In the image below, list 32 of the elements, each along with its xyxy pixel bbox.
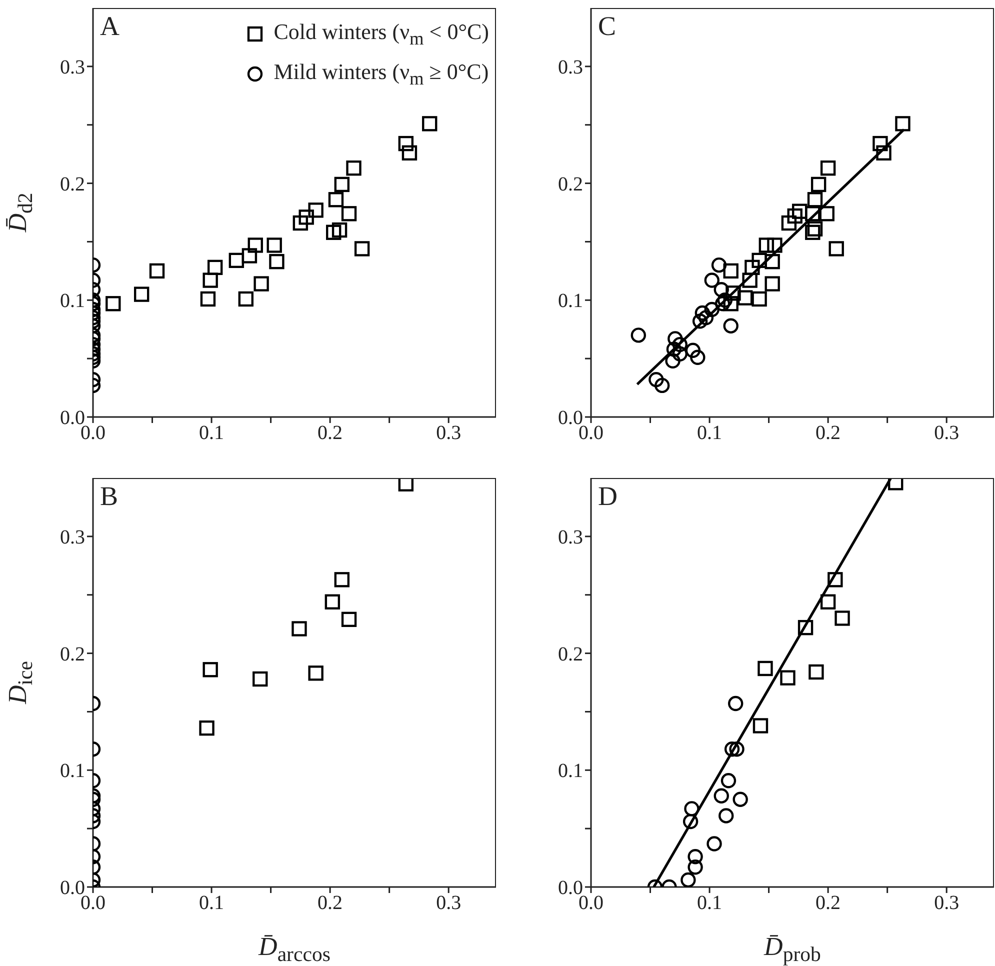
- x-tick-label: 0.2: [318, 422, 343, 444]
- x-tick-label: 0.1: [199, 892, 224, 914]
- x-tick-label: 0.1: [697, 422, 722, 444]
- y-tick-label: 0.3: [60, 526, 85, 549]
- y-tick-label: 0.3: [60, 56, 85, 79]
- annotation: A: [100, 11, 120, 42]
- legend-label: Mild winters (ν$_{m}$ ≥ 0°C): [274, 59, 489, 89]
- legend-label: Cold winters (ν$_{m}$ < 0°C): [274, 19, 489, 48]
- y-tick-label: 0.2: [558, 643, 583, 666]
- annotation: B: [100, 481, 118, 512]
- annotation: C: [598, 11, 616, 42]
- x-tick-label: 0.1: [697, 892, 722, 914]
- y-tick-label: 0.3: [558, 526, 583, 549]
- x-tick-label: 0.3: [436, 422, 462, 444]
- y-tick-label: 0.3: [558, 56, 583, 79]
- x-axis-title: D̄$_{arccos}$: [258, 932, 330, 966]
- y-tick-label: 0.1: [558, 290, 583, 312]
- x-tick-label: 0.3: [934, 892, 960, 914]
- x-tick-label: 0.3: [436, 892, 462, 914]
- x-tick-label: 0.1: [199, 422, 224, 444]
- x-tick-label: 0.2: [318, 892, 343, 914]
- y-tick-label: 0.2: [60, 173, 85, 196]
- x-axis-title: D̄$_{prob}$: [763, 932, 821, 966]
- x-tick-label: 0.2: [816, 892, 841, 914]
- x-tick-label: 0.3: [934, 422, 960, 444]
- y-tick-label: 0.2: [60, 643, 85, 666]
- x-tick-label: 0.2: [816, 422, 841, 444]
- y-tick-label: 0.2: [558, 173, 583, 196]
- y-tick-label: 0.1: [60, 760, 85, 782]
- annotation: D: [598, 481, 618, 512]
- y-tick-label: 0.1: [558, 760, 583, 782]
- y-tick-label: 0.1: [60, 290, 85, 312]
